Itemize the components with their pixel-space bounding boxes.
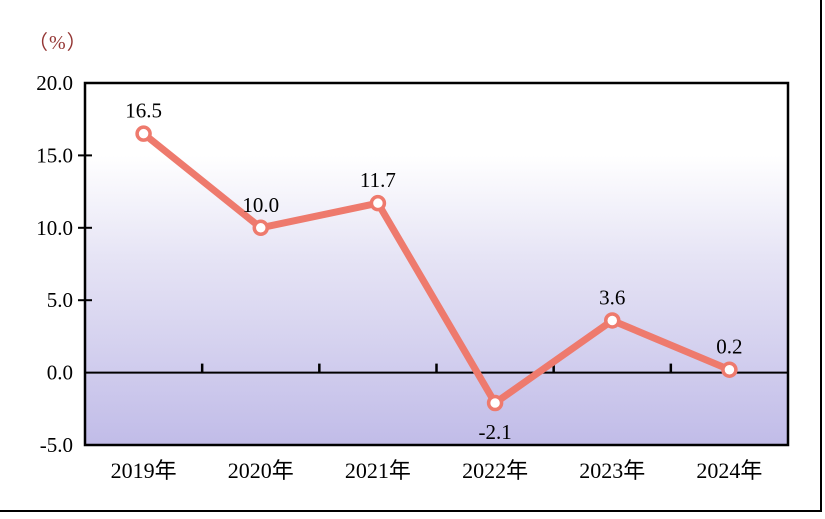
y-axis-unit-label: （%） [28,32,88,54]
data-point-marker [369,194,387,212]
data-label: 10.0 [242,193,279,217]
y-axis-tick-label: 5.0 [47,288,73,312]
data-point-marker [252,219,269,237]
data-point-marker [486,394,504,412]
image-bottom-border [0,510,822,512]
x-axis-label: 2021年 [345,458,411,483]
x-axis-label: 2024年 [696,458,762,483]
data-label: -2.1 [478,420,511,444]
y-axis-tick-label: -5.0 [40,433,73,457]
data-label: 16.5 [125,99,162,123]
x-axis-label: 2019年 [111,458,177,483]
plot-area [83,81,790,447]
x-axis-label: 2023年 [579,458,645,483]
data-point-marker [135,125,152,142]
data-point-marker [721,361,738,378]
data-label: 3.6 [599,285,625,309]
y-axis-tick-label: 15.0 [36,143,73,167]
y-axis-tick-label: 0.0 [47,361,73,385]
data-label: 0.2 [716,335,742,359]
y-axis-tick-label: 10.0 [36,216,73,240]
y-axis-tick-label: 20.0 [36,71,73,95]
image-right-border [820,0,822,512]
data-label: 11.7 [360,168,396,192]
x-axis-label: 2020年 [228,458,294,483]
data-point-marker [604,312,621,329]
series-line [140,130,733,407]
x-axis-label: 2022年 [462,458,528,483]
